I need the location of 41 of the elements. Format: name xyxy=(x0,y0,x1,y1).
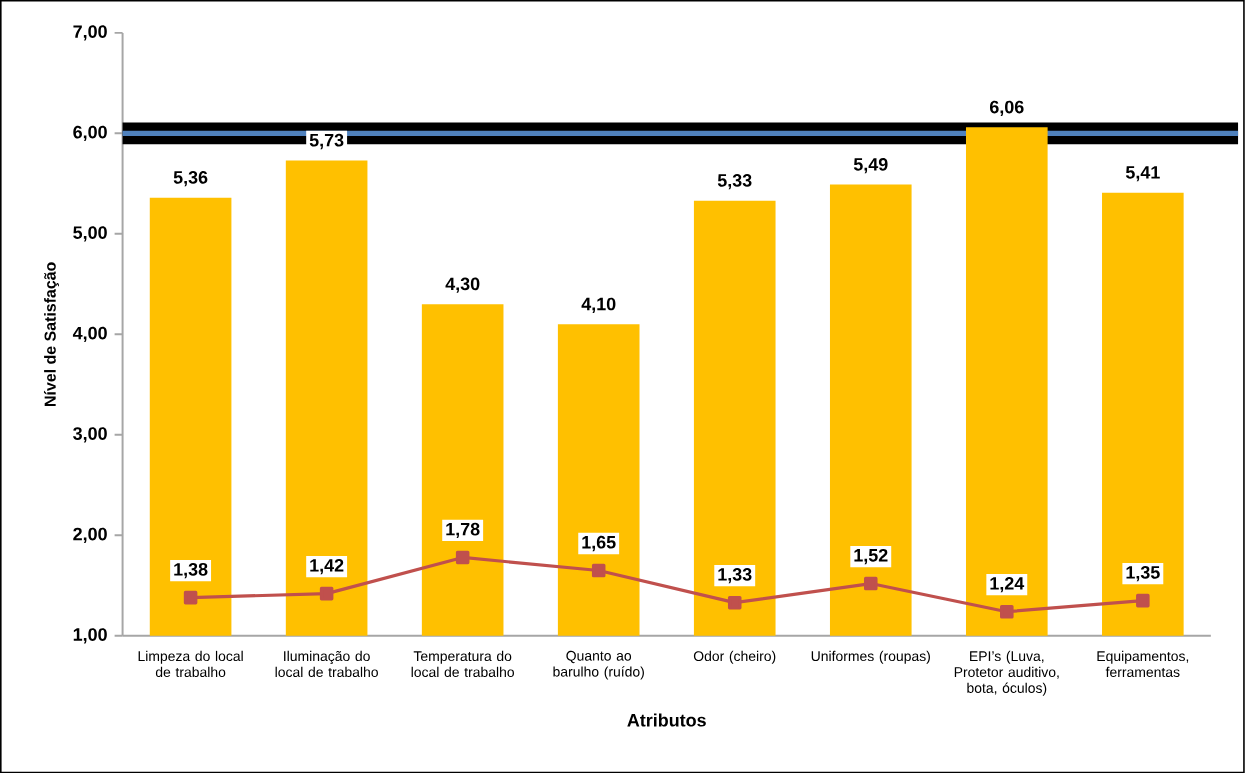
x-tick-label: Iluminação do local de trabalho xyxy=(275,650,378,677)
point xyxy=(1136,593,1150,608)
data-label: 1,78 xyxy=(446,522,480,538)
y-tick-label: 7,00 xyxy=(73,25,107,41)
data-label: 4,30 xyxy=(445,277,480,293)
data-label: 5,33 xyxy=(717,173,752,190)
x-tick-label: Equipamentos, ferramentas xyxy=(1097,650,1189,677)
data-label: 1,52 xyxy=(854,548,888,565)
data-label: 5,49 xyxy=(853,157,888,174)
y-tick-label: 6,00 xyxy=(73,125,107,141)
point xyxy=(183,590,198,605)
point xyxy=(863,576,878,591)
data-label: 6,06 xyxy=(990,100,1024,116)
data-label: 1,42 xyxy=(310,558,344,575)
x-axis-title: Atributos xyxy=(627,713,706,727)
data-label: 1,33 xyxy=(718,567,752,584)
data-label: 4,10 xyxy=(581,297,616,313)
y-axis-title: Nível de Satisfação xyxy=(43,262,59,406)
point xyxy=(727,595,742,610)
data-label: 1,35 xyxy=(1126,565,1160,582)
data-label: 1,38 xyxy=(174,562,208,579)
data-label: 5,41 xyxy=(1125,166,1160,182)
data-label: 5,36 xyxy=(173,170,208,187)
x-tick-label: Odor (cheiro) xyxy=(693,650,776,664)
y-tick-label: 4,00 xyxy=(72,326,107,342)
x-tick-label: EPI’s (Luva, Protetor auditivo, bota, óculos) xyxy=(954,650,1059,696)
y-tick-label: 2,00 xyxy=(73,527,107,543)
x-tick-label: Temperatura do local de trabalho xyxy=(411,650,514,677)
data-label: 1,65 xyxy=(582,535,616,551)
data-label: 1,24 xyxy=(990,576,1025,593)
point xyxy=(1000,604,1014,619)
point xyxy=(591,563,606,578)
point xyxy=(455,550,470,565)
x-tick-label: Uniformes (roupas) xyxy=(811,650,930,664)
x-tick-label: Quanto ao barulho (ruído) xyxy=(553,650,644,680)
y-tick-label: 5,00 xyxy=(73,226,107,242)
y-tick-label: 3,00 xyxy=(73,427,107,443)
point xyxy=(319,586,334,601)
x-tick-label: Limpeza do local de trabalho xyxy=(138,650,243,677)
y-tick-label: 1,00 xyxy=(73,627,107,644)
data-label: 5,73 xyxy=(309,133,344,149)
